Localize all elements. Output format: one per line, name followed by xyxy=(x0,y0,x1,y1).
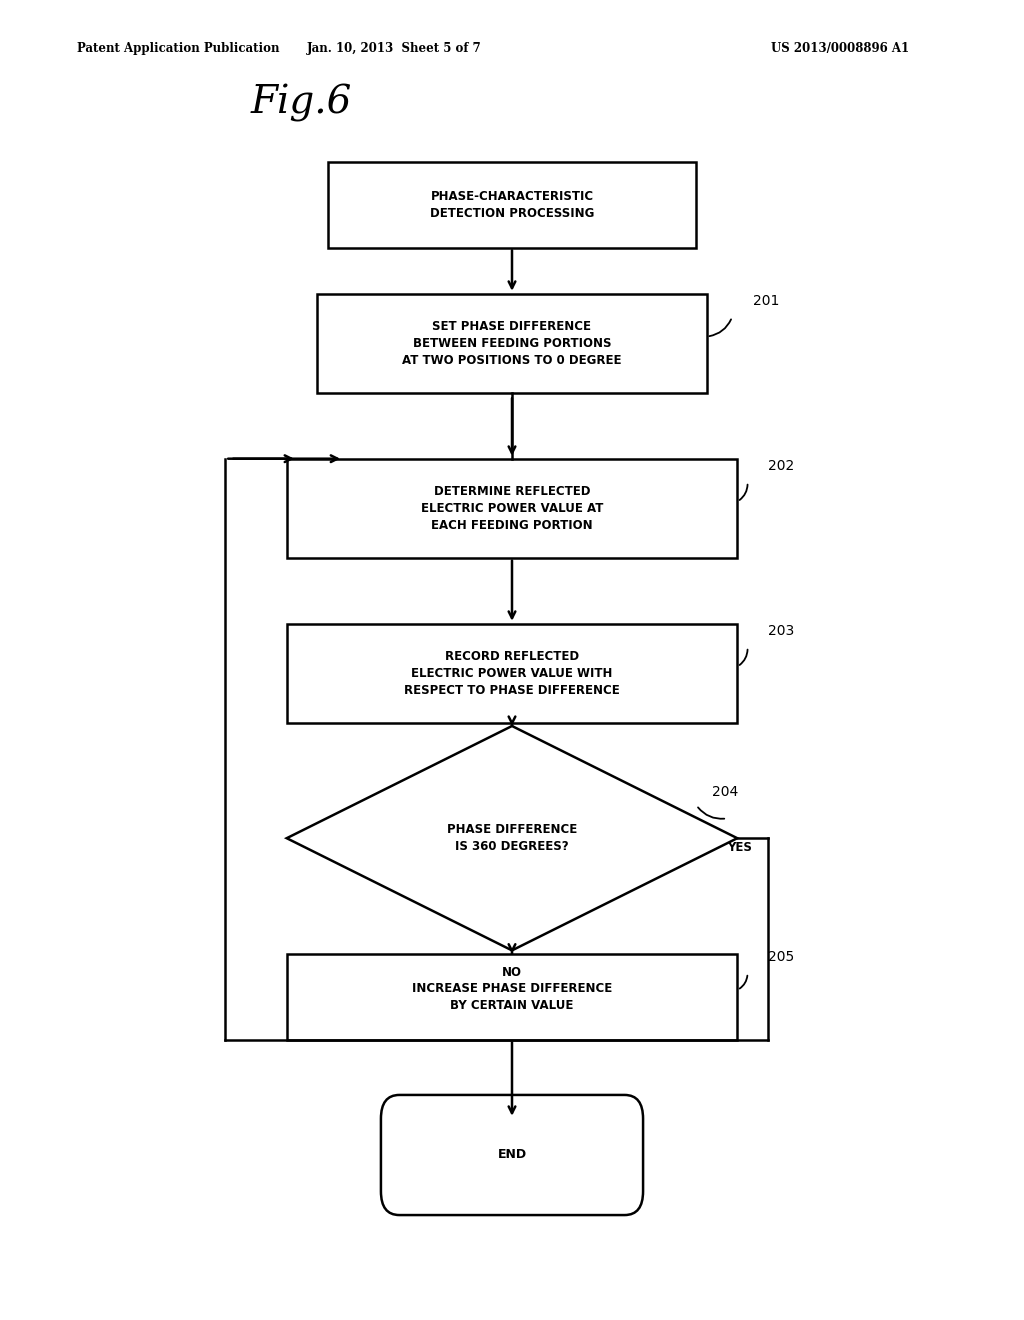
FancyBboxPatch shape xyxy=(287,624,737,722)
FancyBboxPatch shape xyxy=(381,1096,643,1214)
FancyBboxPatch shape xyxy=(287,953,737,1040)
Polygon shape xyxy=(287,726,737,950)
Text: END: END xyxy=(498,1148,526,1162)
Text: PHASE-CHARACTERISTIC
DETECTION PROCESSING: PHASE-CHARACTERISTIC DETECTION PROCESSIN… xyxy=(430,190,594,219)
Text: Jan. 10, 2013  Sheet 5 of 7: Jan. 10, 2013 Sheet 5 of 7 xyxy=(307,42,481,55)
Text: 205: 205 xyxy=(768,949,795,964)
Text: 202: 202 xyxy=(768,458,795,473)
Text: 201: 201 xyxy=(753,293,779,308)
Text: PHASE DIFFERENCE
IS 360 DEGREES?: PHASE DIFFERENCE IS 360 DEGREES? xyxy=(446,824,578,853)
FancyBboxPatch shape xyxy=(287,459,737,557)
Text: INCREASE PHASE DIFFERENCE
BY CERTAIN VALUE: INCREASE PHASE DIFFERENCE BY CERTAIN VAL… xyxy=(412,982,612,1011)
Text: NO: NO xyxy=(502,966,522,979)
Text: Fig.6: Fig.6 xyxy=(251,84,352,121)
Text: 203: 203 xyxy=(768,623,795,638)
Text: RECORD REFLECTED
ELECTRIC POWER VALUE WITH
RESPECT TO PHASE DIFFERENCE: RECORD REFLECTED ELECTRIC POWER VALUE WI… xyxy=(404,649,620,697)
FancyBboxPatch shape xyxy=(317,294,707,393)
Text: YES: YES xyxy=(727,841,752,854)
Text: SET PHASE DIFFERENCE
BETWEEN FEEDING PORTIONS
AT TWO POSITIONS TO 0 DEGREE: SET PHASE DIFFERENCE BETWEEN FEEDING POR… xyxy=(402,319,622,367)
FancyBboxPatch shape xyxy=(328,162,696,248)
Text: DETERMINE REFLECTED
ELECTRIC POWER VALUE AT
EACH FEEDING PORTION: DETERMINE REFLECTED ELECTRIC POWER VALUE… xyxy=(421,484,603,532)
Text: 204: 204 xyxy=(712,784,738,799)
Text: Patent Application Publication: Patent Application Publication xyxy=(77,42,280,55)
Text: US 2013/0008896 A1: US 2013/0008896 A1 xyxy=(771,42,908,55)
